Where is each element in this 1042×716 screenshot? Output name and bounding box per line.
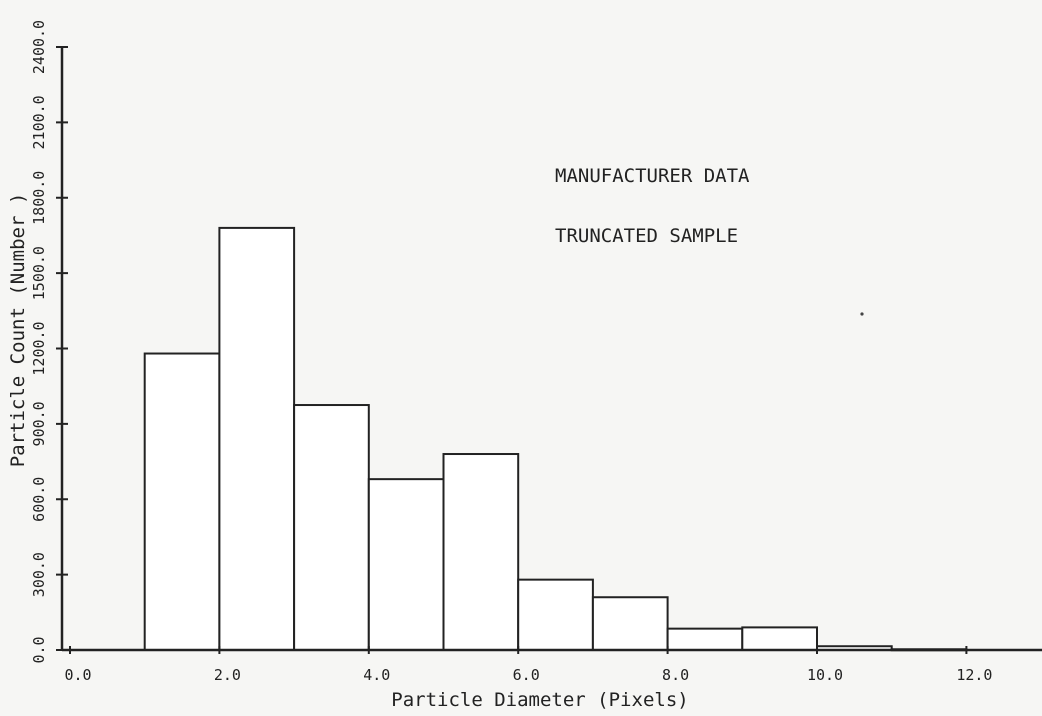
- x-tick-label-1: 2.0: [214, 666, 241, 684]
- annotation-manufacturer-data: MANUFACTURER DATA: [555, 165, 750, 187]
- x-tick-label-0: 0.0: [64, 666, 91, 684]
- histogram-bar-5: [517, 578, 594, 652]
- bars-group: [143, 226, 968, 652]
- y-tick-label-1: 300.0: [30, 552, 48, 597]
- y-tick-label-8: 2400.0: [30, 20, 48, 74]
- histogram-bar-4: [442, 453, 520, 651]
- y-tick-label-7: 2100.0: [30, 95, 48, 149]
- histogram-bar-3: [367, 478, 445, 651]
- y-tick-label-4: 1200.0: [30, 321, 48, 375]
- histogram-bar-1: [218, 226, 296, 651]
- y-tick-label-2: 600.0: [30, 477, 48, 522]
- y-tick-label-6: 1800.0: [30, 171, 48, 225]
- x-axis-title: Particle Diameter (Pixels): [391, 689, 688, 711]
- histogram-bar-7: [666, 627, 744, 651]
- x-tick-label-6: 12.0: [956, 666, 992, 684]
- y-tick-label-5: 1500.0: [30, 246, 48, 300]
- x-tick-label-5: 10.0: [807, 666, 843, 684]
- y-tick-label-0: 0.0: [30, 636, 48, 663]
- histogram-bar-8: [741, 626, 818, 652]
- x-tick-label-4: 8.0: [662, 666, 689, 684]
- x-tick-label-2: 4.0: [363, 666, 390, 684]
- y-axis-title: Particle Count (Number ): [7, 193, 29, 468]
- ticks-group: 0.0 300.0 600.0 900.0 1200.0 1500.0 1800.0 2100…: [30, 20, 992, 684]
- x-tick-label-3: 6.0: [513, 666, 540, 684]
- speck-dot: [860, 312, 864, 316]
- histogram-bar-6: [591, 596, 669, 651]
- annotation-truncated-sample: TRUNCATED SAMPLE: [555, 225, 738, 247]
- y-tick-label-3: 900.0: [30, 401, 48, 446]
- histogram-bar-2: [293, 404, 370, 651]
- histogram-bar-0: [143, 352, 221, 651]
